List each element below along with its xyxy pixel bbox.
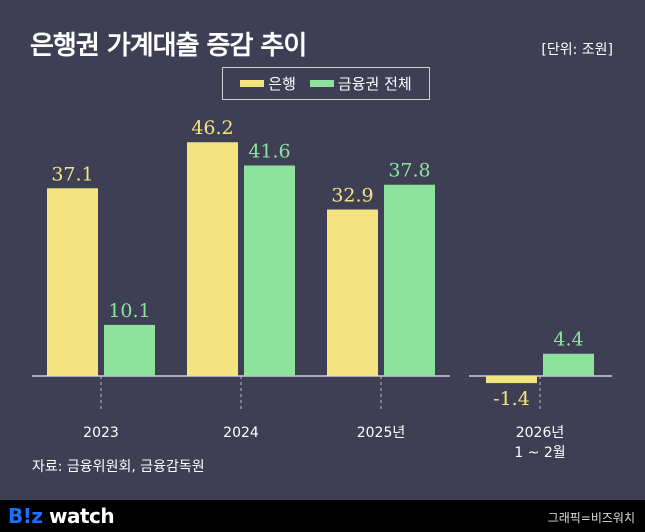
- footer: B!z watch 그래픽=비즈워치: [0, 500, 645, 532]
- data-label: 37.8: [388, 160, 430, 182]
- bar-bank: [327, 209, 378, 376]
- x-tick-label: 1 ~ 2월: [514, 445, 565, 461]
- data-label: 4.4: [553, 329, 583, 351]
- bar-total: [543, 353, 594, 376]
- x-tick-label: 2023: [83, 425, 119, 441]
- data-label: 41.6: [248, 141, 290, 163]
- legend-label-bank: 은행: [268, 75, 296, 93]
- bar-total: [104, 324, 155, 376]
- x-tick-label: 2024: [223, 425, 259, 441]
- x-tick-label: 2026년: [516, 425, 565, 441]
- legend-item-bank: 은행: [240, 73, 296, 94]
- x-tick-label: 2025년: [357, 425, 406, 441]
- data-label: -1.4: [493, 388, 530, 410]
- legend: 은행 금융권 전체: [222, 67, 430, 100]
- unit-label: [단위: 조원]: [541, 42, 613, 58]
- data-label: 46.2: [191, 117, 233, 139]
- bar-bank: [486, 376, 537, 384]
- bar-chart: 2023 37.1 10.1 2024 46.2 41.6 2025년 32.9 37.8 202…: [32, 117, 612, 461]
- legend-label-total: 금융권 전체: [337, 75, 412, 93]
- bar-total: [384, 184, 435, 376]
- bizwatch-logo: B!z watch: [8, 504, 115, 528]
- legend-swatch-total: [309, 80, 334, 87]
- data-label: 10.1: [108, 300, 150, 322]
- chart-title: 은행권 가계대출 증감 추이: [30, 31, 307, 61]
- data-label: 37.1: [51, 163, 93, 185]
- data-label: 32.9: [331, 185, 373, 207]
- legend-swatch-bank: [240, 80, 265, 87]
- bar-bank: [47, 188, 98, 376]
- source-note: 자료: 금융위원회, 금융감독원: [32, 459, 205, 475]
- bar-bank: [187, 142, 238, 376]
- legend-item-total: 금융권 전체: [309, 73, 412, 94]
- bar-total: [244, 165, 295, 376]
- graphic-credit: 그래픽=비즈워치: [547, 511, 635, 525]
